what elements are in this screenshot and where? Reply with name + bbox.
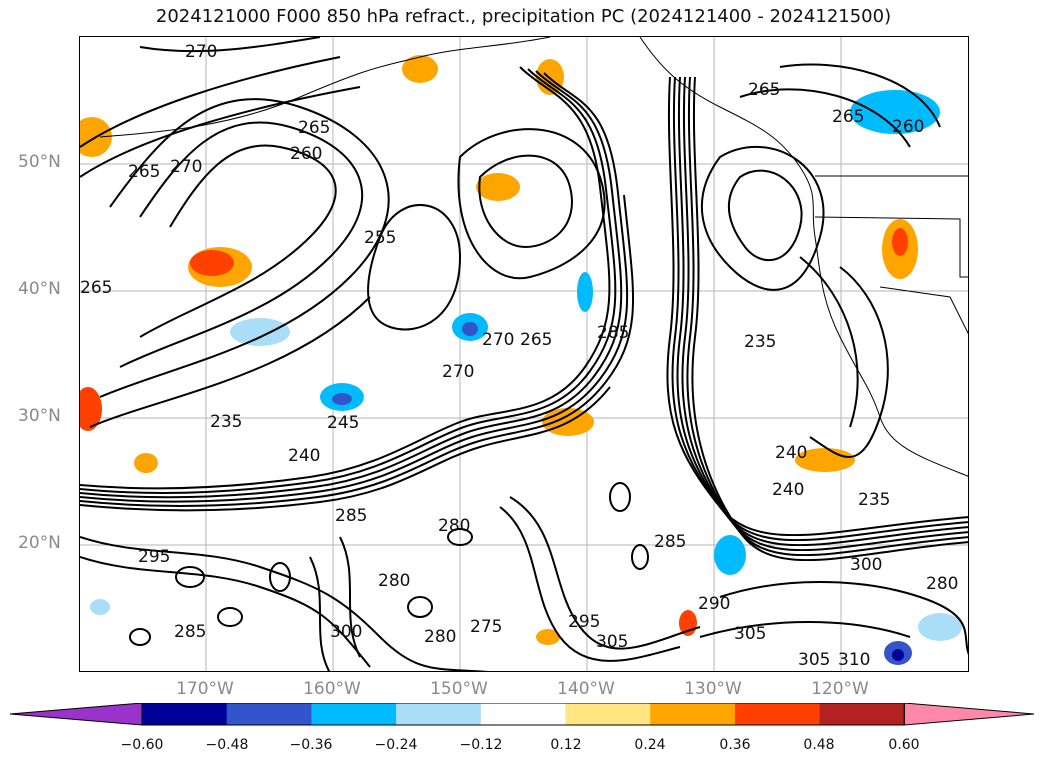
contour-label: 280 — [438, 516, 470, 536]
contour-label: 240 — [288, 446, 320, 466]
lon-label-160w: 160°W — [303, 679, 361, 699]
contour-label: 240 — [772, 480, 804, 500]
precip-shading — [80, 55, 962, 665]
colorbar-cell — [226, 703, 312, 725]
colorbar-cell — [650, 703, 736, 725]
map-canvas: 270 265 260 270 265 255 265 270 265 270 … — [80, 37, 968, 671]
precip-blob — [462, 322, 478, 336]
colorbar-extend-max — [903, 703, 1035, 726]
colorbar-tick: −0.60 — [120, 737, 164, 753]
colorbar-cell — [734, 703, 821, 725]
precip-blob — [892, 649, 904, 661]
lat-label-20n: 20°N — [18, 533, 61, 553]
graticule — [80, 37, 968, 671]
contour-label: 235 — [210, 412, 242, 432]
colorbar-extend-min — [10, 703, 143, 726]
colorbar-tick: −0.36 — [289, 737, 333, 753]
precip-blob — [402, 55, 438, 83]
contour-label: 235 — [858, 490, 890, 510]
contour-label: 260 — [892, 117, 924, 137]
colorbar-tick: 0.12 — [550, 737, 582, 753]
contour-label: 270 — [185, 42, 217, 62]
precip-blob — [134, 453, 158, 473]
contour-label: 265 — [748, 80, 780, 100]
precip-blob — [577, 272, 593, 312]
precip-blob — [476, 173, 520, 201]
contour-label: 280 — [926, 574, 958, 594]
map-panel: 270 265 260 270 265 255 265 270 265 270 … — [79, 36, 969, 672]
contour-label: 280 — [378, 571, 410, 591]
contour-label: 310 — [838, 650, 870, 670]
lon-label-140w: 140°W — [557, 679, 615, 699]
contour-label: 300 — [850, 555, 882, 575]
colorbar-tick: 0.24 — [634, 737, 666, 753]
contour-label: 285 — [335, 506, 367, 526]
precip-blob — [190, 250, 234, 276]
precip-blob — [850, 90, 940, 134]
contour-label: 285 — [597, 323, 629, 343]
contour-label: 265 — [298, 118, 330, 138]
colorbar-tick: 0.60 — [888, 737, 920, 753]
contour-labels: 270 265 260 270 265 255 265 270 265 270 … — [80, 42, 958, 670]
contour-label: 235 — [744, 332, 776, 352]
contour-label: 305 — [798, 650, 830, 670]
colorbar-tick: −0.24 — [374, 737, 418, 753]
chart-title: 2024121000 F000 850 hPa refract., precip… — [155, 6, 892, 27]
coastlines — [99, 37, 968, 477]
colorbar-tick: −0.12 — [459, 737, 503, 753]
colorbar-cell — [396, 703, 482, 725]
lon-label-150w: 150°W — [430, 679, 488, 699]
contour-label: 270 — [442, 362, 474, 382]
lat-label-30n: 30°N — [18, 406, 61, 426]
contour-label: 260 — [290, 144, 322, 164]
contour-label: 265 — [520, 330, 552, 350]
colorbar-cell — [819, 703, 905, 725]
contour-label: 270 — [170, 157, 202, 177]
contour-label: 290 — [698, 594, 730, 614]
colorbar-cell — [565, 703, 651, 725]
lat-label-40n: 40°N — [18, 279, 61, 299]
precip-blob — [536, 629, 560, 645]
colorbar-cell — [311, 703, 397, 725]
precip-blob — [795, 448, 855, 472]
contour-label: 305 — [734, 624, 766, 644]
lon-label-130w: 130°W — [684, 679, 742, 699]
contour-label: 280 — [424, 627, 456, 647]
contour-label: 285 — [174, 622, 206, 642]
contour-label: 265 — [80, 278, 112, 298]
colorbar-tick: 0.36 — [719, 737, 751, 753]
contour-label: 240 — [775, 443, 807, 463]
contour-label: 270 — [482, 330, 514, 350]
lon-label-170w: 170°W — [176, 679, 234, 699]
precip-blob — [892, 228, 908, 256]
contour-label: 255 — [364, 228, 396, 248]
colorbar-cell — [142, 703, 228, 725]
precip-blob — [90, 599, 110, 615]
colorbar — [10, 703, 1035, 726]
contours — [80, 37, 968, 671]
contour-label: 265 — [832, 107, 864, 127]
precip-blob — [918, 613, 962, 641]
colorbar-tick: 0.48 — [803, 737, 835, 753]
contour-label: 300 — [330, 622, 362, 642]
precip-blob — [230, 318, 290, 346]
contour-label: 285 — [654, 532, 686, 552]
contour-label: 265 — [128, 162, 160, 182]
precip-blob — [332, 393, 352, 405]
colorbar-outline — [141, 703, 905, 726]
contour-label: 305 — [596, 632, 628, 652]
lon-label-120w: 120°W — [811, 679, 869, 699]
contour-label: 295 — [138, 547, 170, 567]
colorbar-tick: −0.48 — [205, 737, 249, 753]
contour-label: 245 — [327, 413, 359, 433]
contour-label: 275 — [470, 617, 502, 637]
precip-blob — [80, 387, 102, 431]
lat-label-50n: 50°N — [18, 152, 61, 172]
contour-label: 295 — [568, 612, 600, 632]
precip-blob — [714, 535, 746, 575]
colorbar-cell — [480, 703, 566, 725]
